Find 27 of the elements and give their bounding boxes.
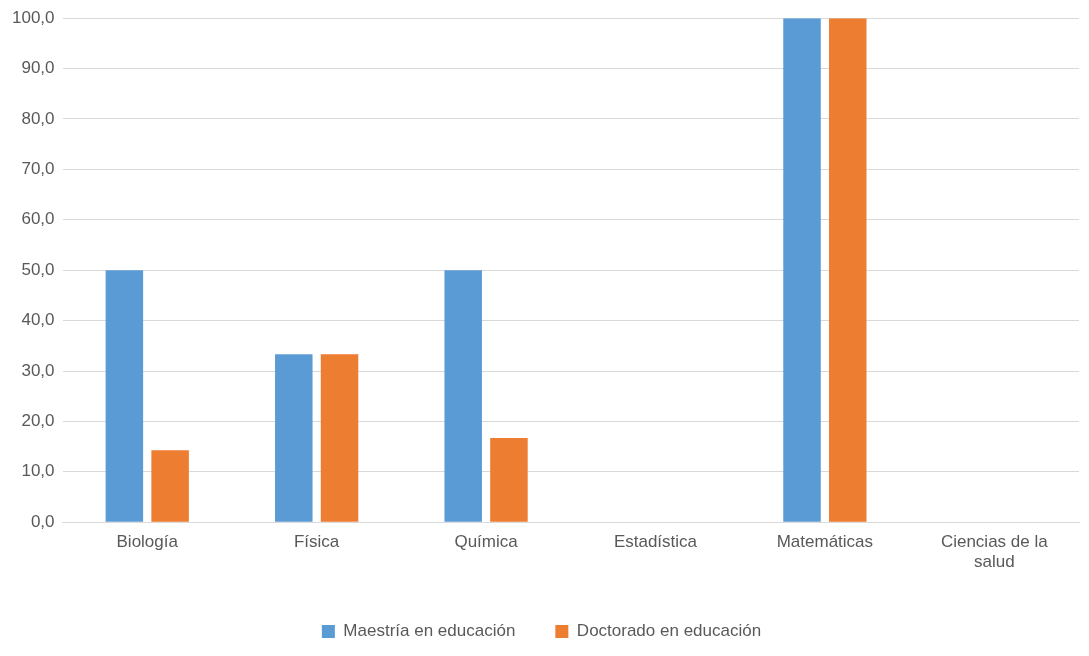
bar [320,354,359,522]
y-tick-label: 80,0 [21,108,55,128]
legend-label: Maestría en educación [343,621,516,641]
x-tick-label: Biología [116,532,179,552]
legend-label: Doctorado en educación [576,621,762,641]
y-tick-label: 20,0 [21,411,55,431]
x-tick-label: Física [293,532,340,552]
bar [490,438,528,522]
y-tick-label: 100,0 [11,7,55,27]
bar [151,450,189,522]
y-tick-label: 30,0 [21,360,55,380]
y-tick-label: 90,0 [21,58,55,78]
x-tick-label: Química [454,532,519,552]
bar [783,18,821,522]
y-tick-label: 40,0 [21,310,55,330]
x-tick-label: Ciencias de la salud [940,532,1049,572]
bar [275,354,313,522]
bar [444,270,482,522]
bar [105,270,144,522]
x-tick-label: Matemáticas [776,532,874,552]
y-tick-label: 0,0 [30,511,55,531]
y-tick-label: 60,0 [21,209,55,229]
y-tick-label: 10,0 [21,461,55,481]
x-tick-label: Estadística [613,532,698,552]
y-tick-label: 50,0 [21,259,55,279]
bar [829,18,867,522]
y-tick-label: 70,0 [21,159,55,179]
